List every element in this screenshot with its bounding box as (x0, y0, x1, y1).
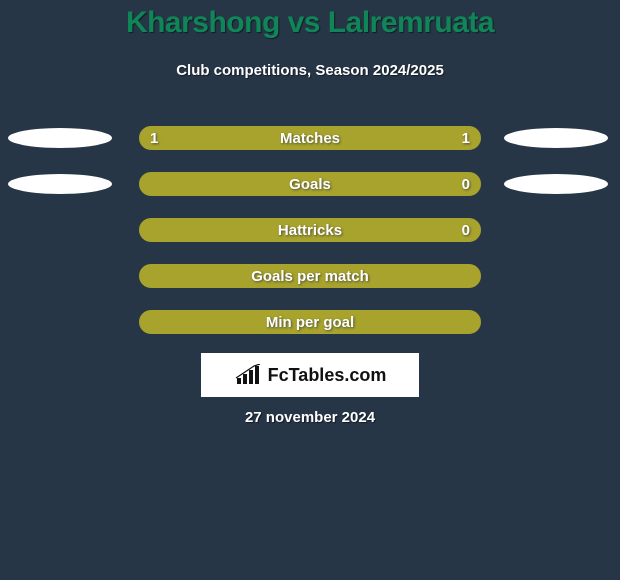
stat-label: Goals (289, 176, 331, 193)
bar-overlay: Min per goal (140, 311, 480, 333)
stat-label: Min per goal (266, 314, 354, 331)
stat-value-right: 1 (462, 127, 470, 149)
stat-row: Matches 1 1 (0, 126, 620, 150)
bar-overlay: Goals per match (140, 265, 480, 287)
subtitle: Club competitions, Season 2024/2025 (0, 62, 620, 79)
brand-chart-icon (234, 364, 262, 386)
stat-value-right: 0 (462, 219, 470, 241)
comparison-infographic: Kharshong vs Lalremruata Club competitio… (0, 0, 620, 580)
brand-text: FcTables.com (268, 365, 387, 386)
player-avatar-left (8, 128, 112, 148)
stat-bar: Goals 0 (139, 172, 481, 196)
stat-label: Goals per match (251, 268, 369, 285)
bar-overlay: Matches (140, 127, 480, 149)
stat-row: Hattricks 0 (0, 218, 620, 242)
stat-row: Goals per match (0, 264, 620, 288)
stat-value-right: 0 (462, 173, 470, 195)
date-line: 27 november 2024 (0, 409, 620, 426)
page-title: Kharshong vs Lalremruata (0, 6, 620, 40)
player-avatar-left (8, 174, 112, 194)
stat-row: Goals 0 (0, 172, 620, 196)
brand-box: FcTables.com (201, 353, 419, 397)
stat-value-left: 1 (150, 127, 158, 149)
stat-label: Hattricks (278, 222, 342, 239)
bar-overlay: Goals (140, 173, 480, 195)
player-avatar-right (504, 128, 608, 148)
stat-bar: Min per goal (139, 310, 481, 334)
stat-bar: Goals per match (139, 264, 481, 288)
stat-row: Min per goal (0, 310, 620, 334)
bar-overlay: Hattricks (140, 219, 480, 241)
stat-bar: Hattricks 0 (139, 218, 481, 242)
stat-bar: Matches 1 1 (139, 126, 481, 150)
stat-label: Matches (280, 130, 340, 147)
player-avatar-right (504, 174, 608, 194)
